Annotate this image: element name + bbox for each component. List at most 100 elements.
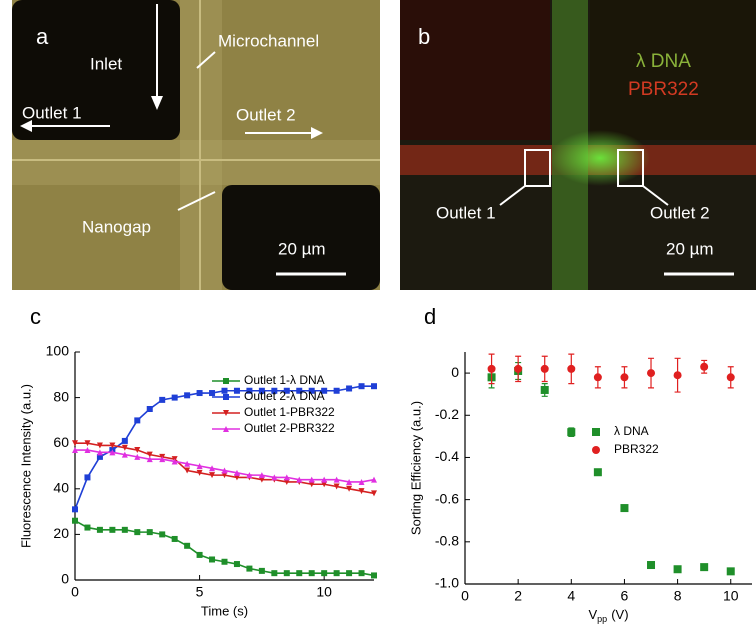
marker: [258, 476, 265, 483]
marker: [647, 561, 656, 570]
marker: [121, 526, 128, 533]
x-label-main: V: [589, 607, 598, 622]
annotation: Inlet: [90, 54, 122, 73]
legend-label: Outlet 1-λ DNA: [244, 373, 325, 387]
marker: [233, 561, 240, 568]
marker: [72, 506, 78, 513]
marker: [96, 453, 103, 460]
marker: [271, 474, 278, 481]
marker: [134, 417, 141, 424]
x-tick-label: 0: [461, 588, 469, 604]
marker: [72, 517, 78, 524]
marker: [96, 449, 103, 456]
marker: [223, 410, 229, 416]
y-tick-label: 20: [53, 525, 69, 541]
marker: [109, 442, 116, 449]
marker: [346, 385, 353, 392]
marker: [321, 481, 328, 488]
marker: [223, 378, 229, 384]
marker: [184, 392, 191, 399]
marker: [700, 563, 709, 572]
marker: [358, 383, 365, 390]
marker: [233, 474, 240, 481]
marker: [358, 478, 365, 485]
annotation: Outlet 2: [236, 105, 296, 124]
marker: [271, 387, 278, 394]
scale-bar-label: 20 µm: [278, 239, 326, 258]
marker: [283, 478, 290, 485]
marker: [346, 485, 353, 492]
marker: [209, 472, 216, 479]
marker: [121, 437, 128, 444]
marker: [223, 426, 229, 432]
y-tick-label: -0.6: [435, 490, 459, 506]
marker: [196, 390, 203, 397]
marker: [308, 476, 315, 483]
marker: [371, 490, 377, 497]
annotation: Outlet 1: [22, 103, 82, 122]
marker: [283, 474, 290, 481]
marker: [196, 551, 203, 558]
marker: [514, 364, 523, 373]
marker: [567, 364, 576, 373]
x-tick-label: 10: [723, 588, 739, 604]
marker: [593, 373, 602, 382]
marker: [109, 449, 116, 456]
marker: [221, 467, 228, 474]
marker: [184, 542, 191, 549]
marker: [196, 463, 203, 469]
marker: [567, 428, 576, 437]
marker: [146, 529, 153, 536]
marker: [184, 467, 191, 474]
annotation: Nanogap: [82, 217, 151, 236]
marker: [346, 478, 353, 485]
scale-bar-label: 20 µm: [666, 239, 714, 258]
legend-label: Outlet 2-λ DNA: [244, 389, 325, 403]
marker: [246, 387, 253, 394]
image-panel-a: a Inlet Microchannel Outlet 1 Outlet 2 N…: [12, 0, 380, 290]
marker: [171, 394, 178, 401]
marker: [333, 476, 340, 483]
marker: [592, 428, 600, 436]
marker: [258, 387, 265, 394]
marker: [84, 440, 91, 447]
line: [74, 520, 375, 577]
legend-label: PBR322: [614, 442, 659, 456]
panel-label: c: [30, 304, 41, 329]
marker: [592, 446, 600, 454]
annotation: Microchannel: [218, 31, 319, 50]
marker: [283, 570, 290, 577]
marker: [96, 526, 103, 533]
y-tick-label: 40: [53, 480, 69, 496]
y-tick-label: -0.4: [435, 448, 459, 464]
marker: [593, 468, 602, 477]
marker: [487, 364, 496, 373]
annotation: Outlet 1: [436, 203, 496, 222]
marker: [321, 387, 328, 394]
marker: [184, 460, 191, 467]
y-tick-label: 0: [451, 364, 459, 380]
marker: [271, 570, 278, 577]
marker: [700, 362, 709, 371]
marker: [308, 481, 315, 488]
marker: [371, 572, 377, 579]
y-tick-label: 100: [46, 343, 70, 359]
marker: [246, 472, 253, 479]
marker: [121, 444, 128, 451]
x-tick-label: 6: [621, 588, 629, 604]
marker: [221, 558, 228, 565]
marker: [647, 369, 656, 378]
marker: [84, 524, 91, 531]
x-tick-label: 4: [567, 588, 575, 604]
marker: [620, 373, 629, 382]
x-tick-label: 10: [316, 584, 332, 600]
marker: [333, 387, 340, 394]
marker: [233, 387, 240, 394]
marker: [121, 451, 128, 458]
x-label-sub: pp: [597, 614, 607, 624]
marker: [258, 472, 265, 479]
marker: [72, 440, 78, 447]
y-tick-label: -1.0: [435, 575, 459, 591]
annotation: Outlet 2: [650, 203, 710, 222]
